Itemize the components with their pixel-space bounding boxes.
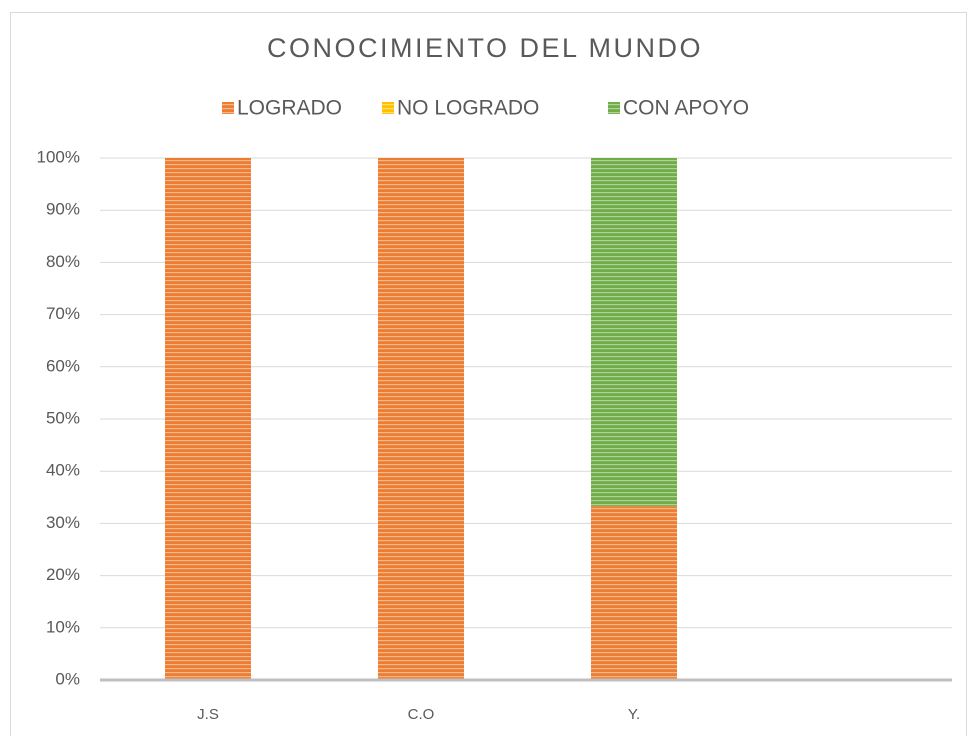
y-tick-label: 50% [46,408,80,427]
bar-segment [165,158,251,680]
y-tick-label: 80% [46,252,80,271]
y-tick-label: 100% [37,147,80,166]
y-tick-label: 30% [46,513,80,532]
legend-swatch [222,102,234,114]
y-tick-label: 40% [46,461,80,480]
bar-segment [591,506,677,680]
y-tick-label: 60% [46,356,80,375]
legend-label: LOGRADO [237,97,342,120]
legend-swatch [382,102,394,114]
x-tick-label: C.O [408,706,435,723]
bar-segment [591,158,677,507]
bar-segment [378,158,464,680]
y-tick-label: 20% [46,565,80,584]
x-tick-label: Y. [628,706,640,723]
chart-title: CONOCIMIENTO DEL MUNDO [267,33,703,63]
x-tick-label: J.S [197,706,219,723]
y-tick-label: 10% [46,617,80,636]
y-tick-label: 70% [46,304,80,323]
legend-swatch [608,102,620,114]
legend-label: CON APOYO [623,97,749,120]
legend-label: NO LOGRADO [397,97,539,120]
y-tick-label: 90% [46,200,80,219]
y-tick-label: 0% [55,669,80,688]
